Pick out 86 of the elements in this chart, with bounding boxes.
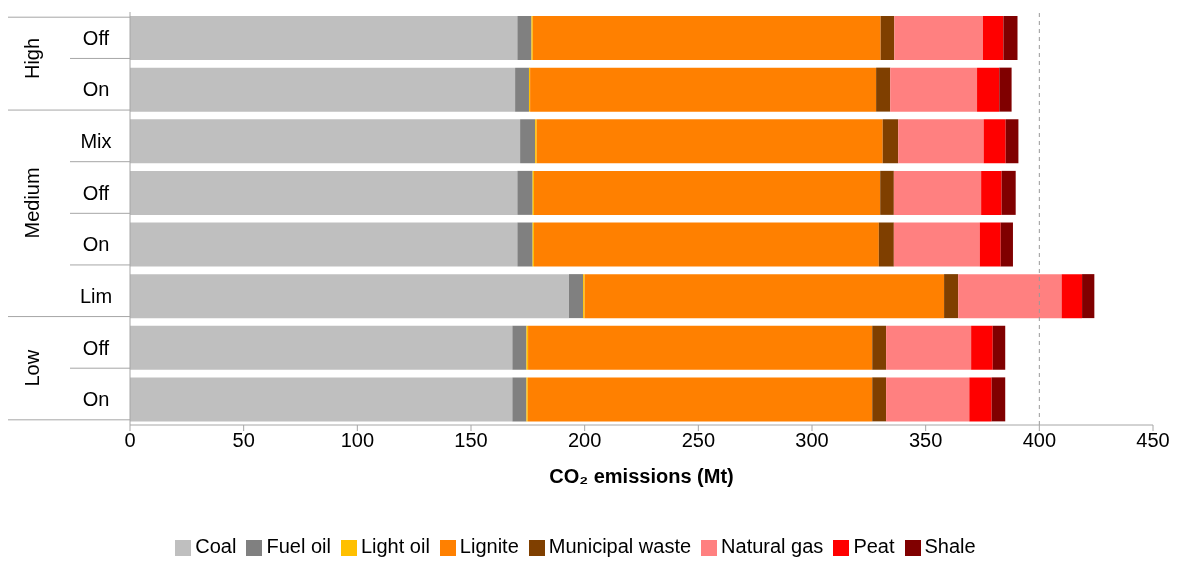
bar [872,325,887,370]
bar [533,170,881,215]
bar [893,222,980,267]
bar [530,67,877,112]
bar [533,222,879,267]
x-tick-label: 450 [1136,429,1170,452]
legend-label: Peat [853,535,895,557]
x-tick-label: 400 [1022,429,1057,452]
x-tick-label: 100 [340,429,375,452]
bar [130,67,516,112]
bar [130,222,518,267]
legend-label: Municipal waste [548,535,692,557]
x-tick-label: 200 [567,429,602,452]
y-tick-label: Off [82,336,110,359]
bar [882,119,899,164]
bar [517,222,533,267]
bar [528,325,873,370]
legend-label: Light oil [360,535,430,557]
bar [983,119,1006,164]
text: Medium [21,167,43,239]
bar [878,222,894,267]
bar [977,67,1000,112]
bar [1001,170,1016,215]
x-tick-label: 0 [124,429,136,452]
bar [886,377,970,422]
bar [512,325,527,370]
y-tick-label: Off [82,181,110,204]
text: Low [21,349,43,387]
bar [130,325,513,370]
bar [1061,274,1083,319]
y-tick-label: On [82,233,110,256]
y-tick-label: Off [82,26,110,49]
bar [880,16,895,60]
bar [982,16,1004,60]
legend-label: Lignite [459,535,519,557]
bar [880,170,894,215]
bar [532,16,881,60]
legend-label: Natural gas [721,535,824,557]
bar [890,67,978,112]
bar [979,222,1001,267]
bar [999,67,1012,112]
y-tick-label: On [82,78,110,101]
legend-label: Shale [924,535,976,557]
bar [944,274,959,319]
bar [536,119,883,164]
bar [130,16,518,60]
bar [992,325,1006,370]
bar [130,274,569,319]
bar [894,16,983,60]
bar [515,67,529,112]
bar [898,119,984,164]
legend-label: Fuel oil [266,535,331,557]
bar [130,170,518,215]
bar [969,377,992,422]
bar [876,67,891,112]
x-tick-label: 50 [232,429,255,452]
bar [568,274,584,319]
bar [130,377,513,422]
bar [512,377,527,422]
bar [958,274,1062,319]
x-tick-label: 350 [908,429,943,452]
bar [893,170,982,215]
bar [130,119,521,164]
bar [517,170,533,215]
y-tick-label: On [82,388,110,411]
legend-label: Coal [195,535,237,557]
text: High [21,37,43,80]
bar [1082,274,1095,319]
x-tick-label: 150 [454,429,488,452]
x-tick-label: 250 [681,429,716,452]
bar [872,377,887,422]
bar [971,325,993,370]
bar [584,274,945,319]
x-axis-title: CO₂ emissions (Mt) [549,465,734,487]
bar [517,16,532,60]
bar [1000,222,1013,267]
bar [1003,16,1018,60]
bar [886,325,972,370]
bar [527,377,873,422]
y-tick-label: Mix [80,130,112,153]
bar [991,377,1006,422]
y-tick-label: Lim [79,284,113,307]
bar [520,119,536,164]
x-tick-label: 300 [795,429,829,452]
bar [981,170,1002,215]
bar [1005,119,1019,164]
